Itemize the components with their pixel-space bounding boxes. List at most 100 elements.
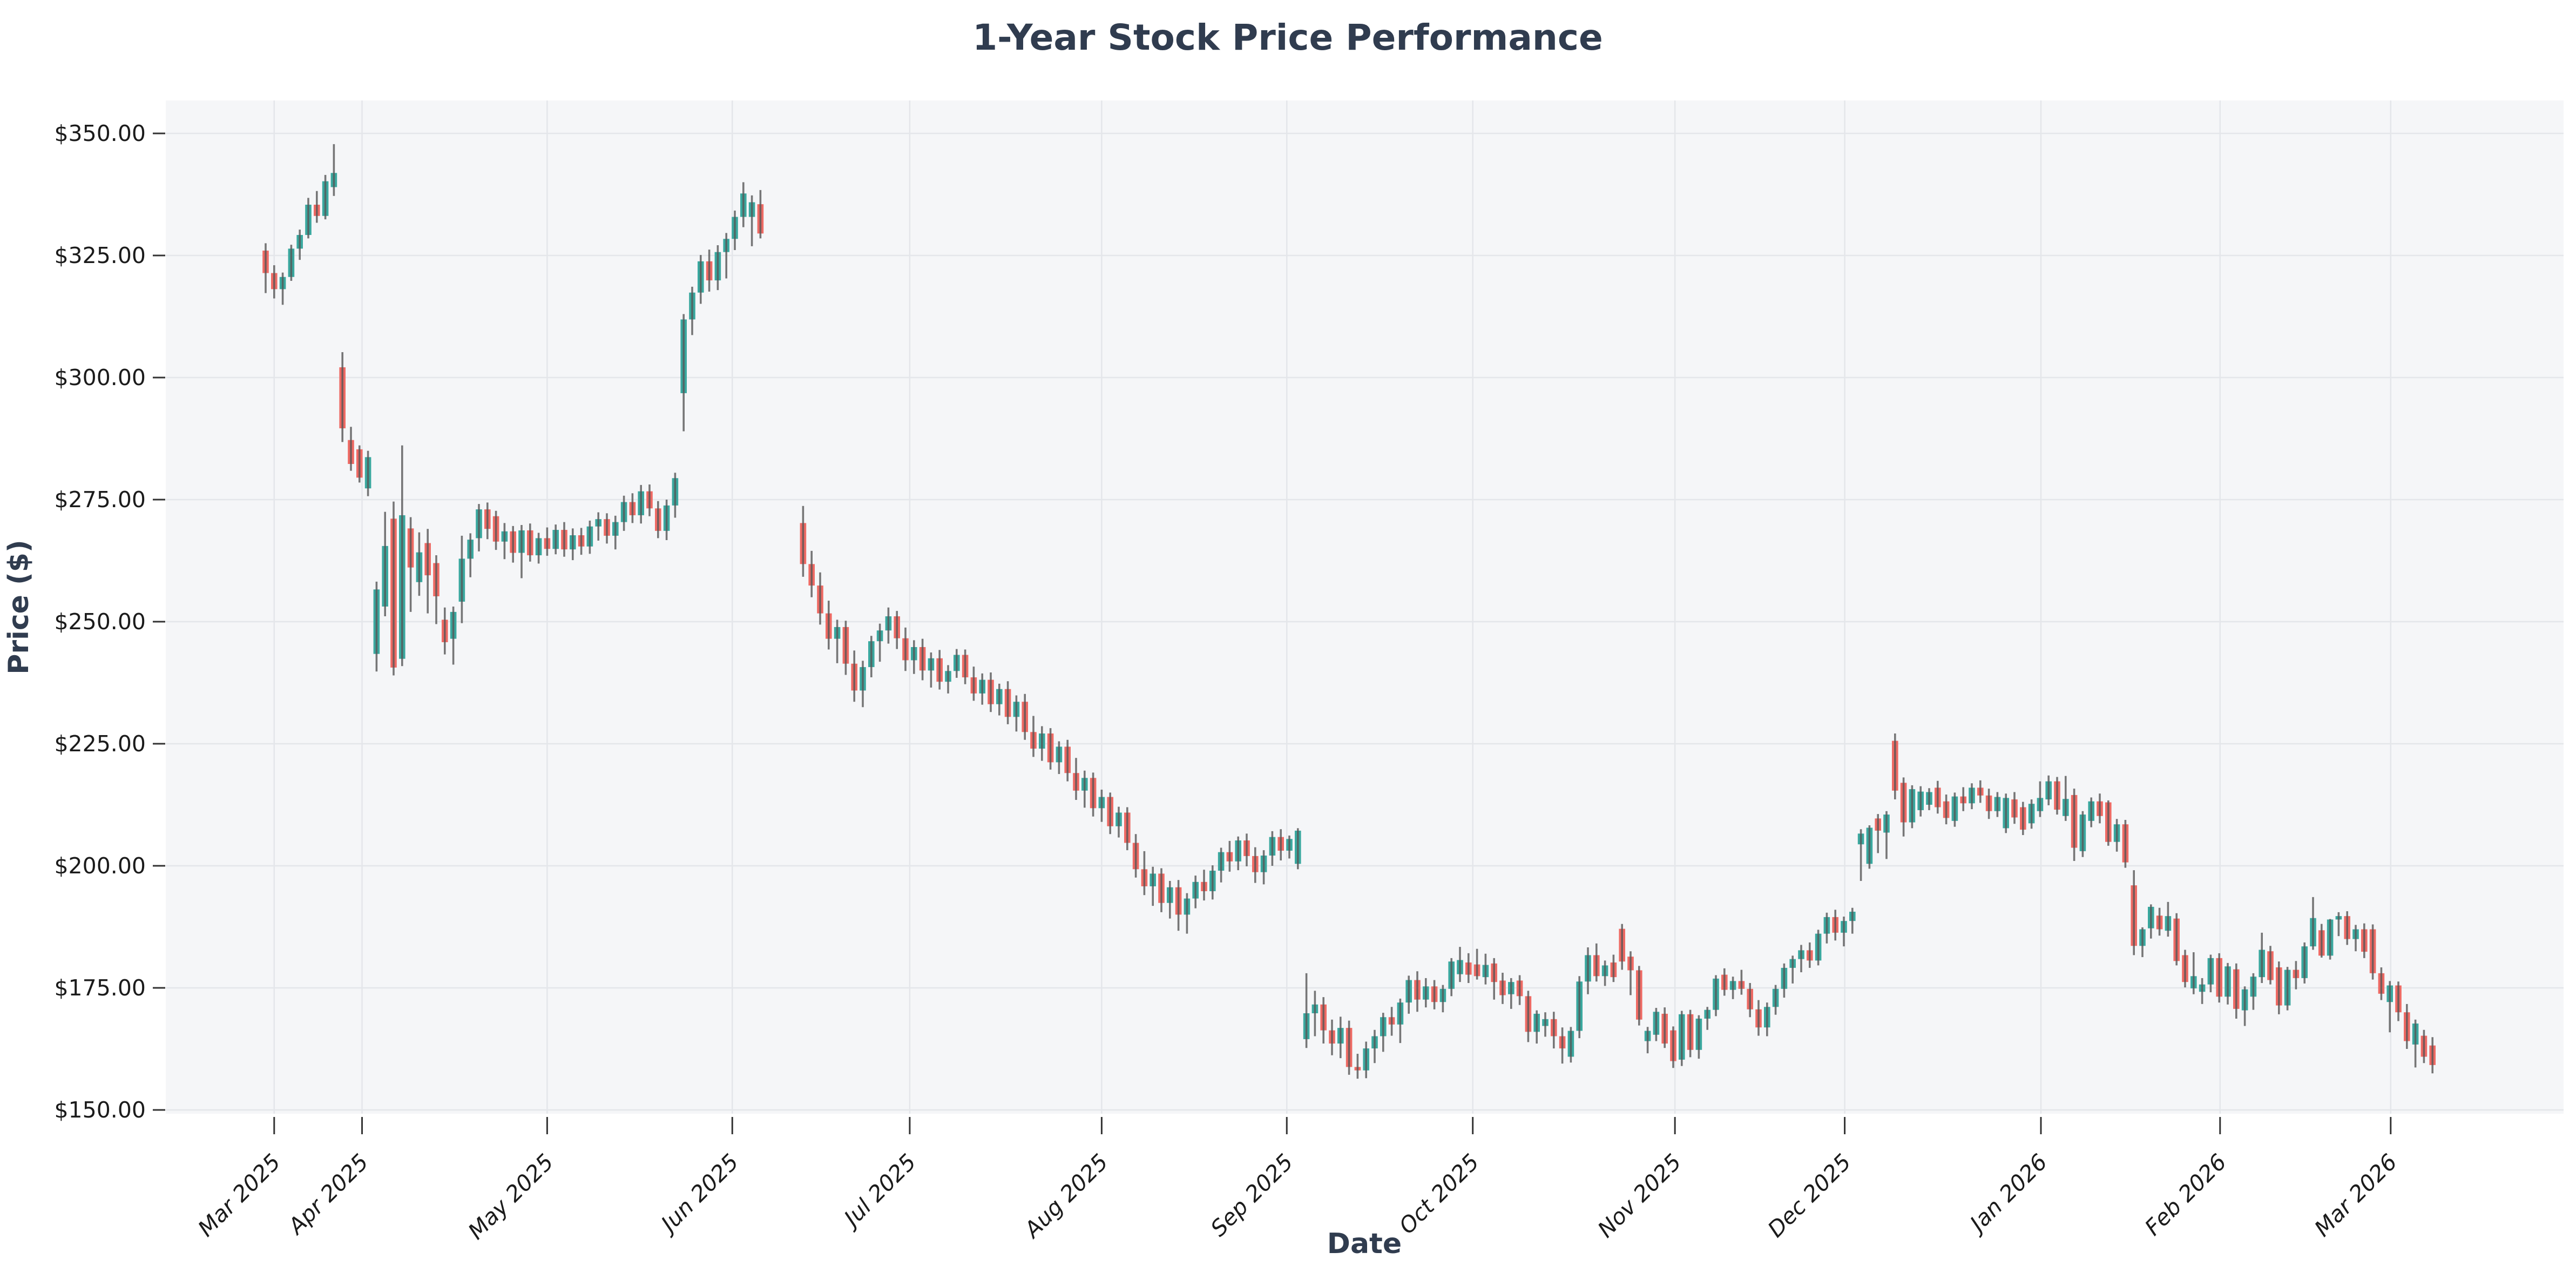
candle-down xyxy=(424,529,431,614)
candle-up xyxy=(476,504,482,551)
candle-down xyxy=(510,526,516,563)
candle-down xyxy=(1226,840,1233,872)
candle-down xyxy=(2011,792,2018,824)
candle-down xyxy=(484,502,491,540)
candle-down xyxy=(1124,807,1131,851)
candle-up xyxy=(2241,986,2248,1026)
candle-up xyxy=(1235,836,1241,871)
candle-up xyxy=(1150,866,1156,906)
candle-up xyxy=(1969,783,1975,810)
x-tick-label: Jun 2025 xyxy=(653,1149,743,1239)
candle-down xyxy=(1004,681,1011,724)
plot-area xyxy=(166,100,2564,1114)
x-tick-label: Apr 2025 xyxy=(282,1149,373,1240)
x-tick-label: May 2025 xyxy=(463,1149,559,1244)
candle-up xyxy=(1192,876,1199,908)
candle-up xyxy=(834,620,841,663)
candle-down xyxy=(2216,953,2222,1003)
candle-down xyxy=(1619,924,1625,970)
candle-down xyxy=(2404,1004,2410,1049)
candle-down xyxy=(544,527,551,556)
candle-down xyxy=(1670,1026,1676,1068)
candle-down xyxy=(1593,943,1600,982)
y-tick-label: $350.00 xyxy=(54,120,146,146)
candle-down xyxy=(390,501,397,676)
candle-up xyxy=(1039,726,1045,761)
x-tick-label: Nov 2025 xyxy=(1593,1149,1687,1243)
candle-up xyxy=(638,484,644,524)
y-tick-label: $300.00 xyxy=(54,365,146,391)
candle-up xyxy=(570,528,576,561)
candle-down xyxy=(646,484,653,516)
candle-up xyxy=(2225,962,2231,1005)
candle-down xyxy=(800,506,807,577)
candle-up xyxy=(1883,811,1890,859)
candle-up xyxy=(1056,741,1063,775)
candle-up xyxy=(458,535,465,623)
candle-up xyxy=(2088,797,2094,827)
candle-down xyxy=(2122,820,2129,868)
candle-up xyxy=(1994,792,2001,817)
chart-title: 1-Year Stock Price Performance xyxy=(972,17,1603,58)
candle-up xyxy=(1909,785,1916,829)
candle-down xyxy=(2344,911,2350,945)
candle-down xyxy=(902,627,909,671)
candle-down xyxy=(2395,981,2402,1021)
candle-down xyxy=(1329,1019,1335,1055)
candle-down xyxy=(894,611,900,649)
candle-up xyxy=(2063,776,2069,821)
y-tick-label: $225.00 xyxy=(54,731,146,757)
x-tick-label: Oct 2025 xyxy=(1394,1149,1484,1239)
candle-down xyxy=(2105,800,2112,846)
candle-up xyxy=(535,533,542,564)
y-tick-label: $175.00 xyxy=(54,975,146,1001)
candle-down xyxy=(2369,924,2376,980)
candle-down xyxy=(706,250,713,292)
candle-up xyxy=(518,525,525,578)
candle-down xyxy=(1252,847,1259,883)
candle-up xyxy=(1337,1017,1344,1059)
candle-up xyxy=(1917,786,1924,817)
candle-down xyxy=(1465,953,1472,983)
candle-up xyxy=(1303,973,1310,1048)
candle-down xyxy=(1090,772,1097,817)
candle-down xyxy=(1491,958,1497,1000)
candle-up xyxy=(2199,978,2206,1004)
candle-up xyxy=(885,607,892,644)
candle-down xyxy=(1738,970,1745,995)
candle-down xyxy=(1431,980,1438,1009)
y-tick-label: $200.00 xyxy=(54,853,146,879)
candle-down xyxy=(1985,789,1992,819)
candle-up xyxy=(1533,1010,1540,1044)
candle-up xyxy=(1098,789,1105,822)
candle-up xyxy=(1448,958,1455,997)
candle-down xyxy=(1414,971,1421,1012)
candle-up xyxy=(1849,907,1856,934)
candle-down xyxy=(817,572,823,625)
candle-down xyxy=(561,522,567,557)
candle-down xyxy=(1610,954,1617,982)
candle-up xyxy=(740,182,747,227)
candle-up xyxy=(2352,925,2359,952)
candle-up xyxy=(1781,963,1788,998)
x-tick-label: Feb 2026 xyxy=(2140,1149,2232,1241)
candle-up xyxy=(2190,952,2197,994)
y-tick-label: $250.00 xyxy=(54,609,146,635)
candle-down xyxy=(314,191,320,223)
candle-up xyxy=(1269,831,1276,866)
candle-down xyxy=(527,523,533,562)
candle-up xyxy=(595,512,601,541)
candle-up xyxy=(1729,977,1736,999)
candle-up xyxy=(1013,695,1020,732)
candle-up xyxy=(416,532,423,596)
candle-up xyxy=(1951,792,1958,827)
candle-up xyxy=(373,581,380,672)
candle-up xyxy=(928,652,935,688)
candle-down xyxy=(1499,972,1506,1004)
candle-up xyxy=(2148,904,2154,939)
candle-up xyxy=(1798,945,1804,973)
candle-down xyxy=(842,621,849,675)
candle-up xyxy=(1115,806,1122,838)
candle-up xyxy=(1764,1002,1770,1036)
candle-down xyxy=(2276,961,2282,1014)
